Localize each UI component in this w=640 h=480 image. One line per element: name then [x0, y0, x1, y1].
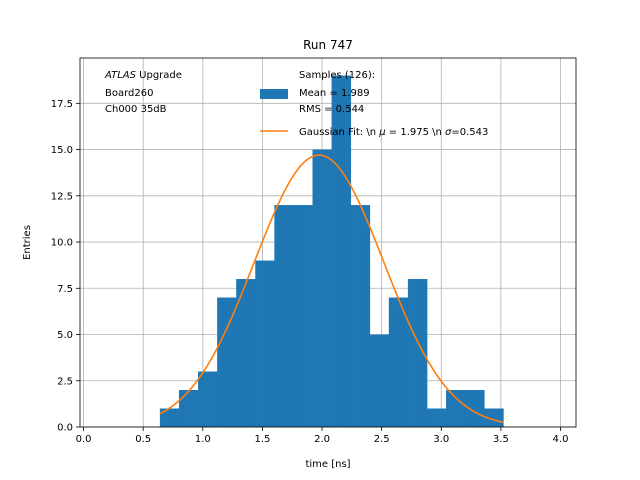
histogram-bar-14: [293, 205, 304, 427]
histogram-bar-27: [417, 279, 428, 427]
y-tick-label-6: 15.0: [51, 145, 73, 156]
y-tick-label-5: 12.5: [51, 191, 73, 202]
histogram-bar-5: [207, 371, 218, 427]
axis-ticks: 0.0 0.5 1.0 1.5 2.0 2.5 3.0 3.5 4.0 0.0 2.5 5.0 7.5 1…: [51, 99, 569, 445]
legend-hist-line-2: RMS = 0.544: [299, 104, 364, 115]
y-tick-label-0: 0.0: [57, 423, 73, 434]
x-tick-label-4: 2.0: [314, 434, 330, 445]
plot-frame: [79, 57, 577, 428]
histogram-bar-26: [407, 279, 418, 427]
y-axis-label: Entries: [22, 225, 33, 260]
x-tick-label-0: 0.0: [76, 434, 92, 445]
legend: Samples (126): Mean = 1.989 RMS = 0.544 G…: [260, 70, 488, 138]
y-tick-label-3: 7.5: [57, 284, 73, 295]
histogram-bar-33: [474, 390, 485, 427]
x-axis-label: time [ns]: [305, 459, 350, 470]
histogram-bar-19: [341, 75, 352, 428]
y-tick-label-2: 5.0: [57, 330, 73, 341]
fit-line: [159, 154, 504, 424]
histogram-bar-3: [188, 390, 199, 427]
atlas-annotation: ATLAS Upgrade Board260 Ch000 35dB: [104, 70, 182, 115]
histogram-bar-12: [274, 205, 285, 427]
histogram-bar-1: [169, 408, 180, 427]
histogram-bar-10: [255, 260, 266, 427]
histogram-bar-24: [388, 297, 399, 427]
x-tick-label-3: 1.5: [254, 434, 270, 445]
annotation-line-2: Ch000 35dB: [105, 104, 167, 115]
histogram-bar-29: [436, 408, 447, 427]
y-tick-label-4: 10.0: [51, 238, 73, 249]
annotation-line-1: Board260: [105, 88, 153, 99]
histogram-bars: [159, 75, 504, 428]
chart-title: Run 747: [303, 38, 353, 52]
histogram-bar-8: [236, 279, 247, 427]
histogram-bar-11: [264, 260, 275, 427]
histogram-bar-28: [426, 408, 437, 427]
histogram-bar-6: [217, 297, 228, 427]
histogram-bar-21: [360, 205, 371, 427]
histogram-bar-0: [159, 408, 170, 427]
histogram-bar-9: [245, 279, 256, 427]
histogram-bar-20: [350, 205, 361, 427]
histogram-bar-22: [369, 334, 380, 427]
histogram-bar-30: [446, 390, 456, 427]
legend-hist-line-0: Samples (126):: [299, 70, 375, 81]
histogram-bar-15: [302, 205, 313, 427]
x-tick-label-5: 2.5: [374, 434, 390, 445]
x-tick-label-1: 0.5: [135, 434, 151, 445]
histogram-bar-18: [331, 75, 342, 428]
legend-fit-label: Gaussian Fit: \n μ = 1.975 \n σ=0.543: [299, 127, 488, 138]
histogram-bar-17: [322, 149, 332, 427]
annotation-line-0: ATLAS Upgrade: [104, 70, 182, 81]
y-tick-label-1: 2.5: [57, 376, 73, 387]
histogram-bar-23: [379, 334, 390, 427]
x-tick-label-6: 3.0: [433, 434, 449, 445]
legend-hist-line-1: Mean = 1.989: [299, 88, 370, 99]
legend-hist-swatch: [260, 89, 288, 99]
histogram-bar-35: [493, 408, 504, 427]
histogram-bar-2: [178, 390, 189, 427]
x-tick-label-7: 3.5: [493, 434, 509, 445]
histogram-bar-7: [226, 297, 237, 427]
histogram-bar-25: [398, 297, 409, 427]
histogram-bar-31: [455, 390, 466, 427]
x-tick-label-8: 4.0: [553, 434, 569, 445]
histogram-bar-13: [283, 205, 294, 427]
gaussian-fit-curve: [159, 154, 504, 424]
histogram-bar-4: [198, 371, 208, 427]
x-tick-label-2: 1.0: [195, 434, 211, 445]
histogram-bar-16: [312, 149, 323, 427]
y-tick-label-7: 17.5: [51, 99, 73, 110]
